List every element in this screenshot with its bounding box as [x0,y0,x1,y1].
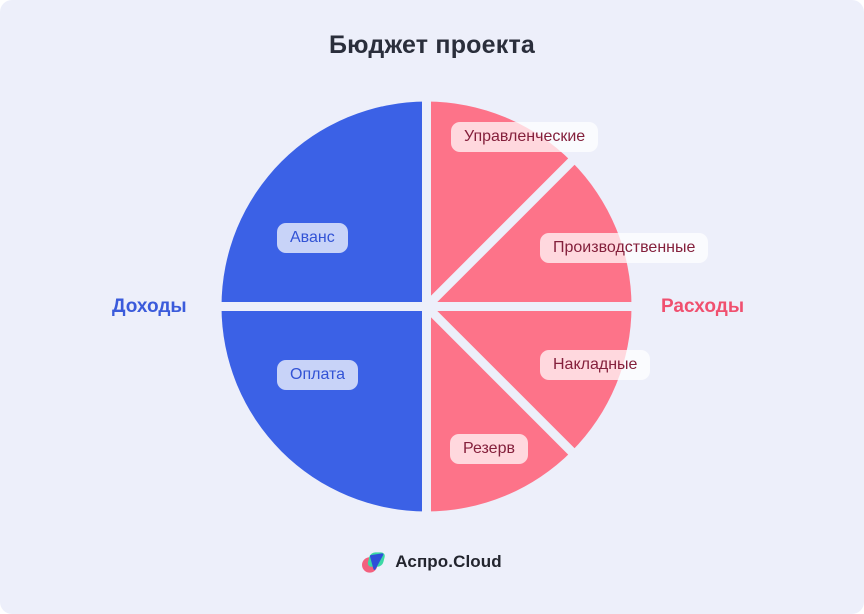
pie-chart [217,97,636,516]
pie-separator [423,303,578,458]
income-group-label: Доходы [112,296,187,317]
pie-segment-Аванс[interactable] [221,101,427,307]
pie-separator [423,155,578,310]
logo[interactable]: Аспро.Cloud [0,551,864,573]
segment-label-rezerv: Резерв [450,434,528,464]
pie-segment-Оплата[interactable] [221,306,427,512]
segment-label-avans: Аванс [277,223,348,253]
aspro-cloud-logo-icon [362,552,385,573]
segment-label-upravlencheskie: Управленческие [451,122,599,152]
pie-segment-Производственные[interactable] [426,161,632,307]
expense-group-label: Расходы [661,296,745,317]
segment-label-proizvodstvennye: Производственные [540,233,709,263]
pie-segment-Управленческие[interactable] [426,101,572,307]
segment-label-nakladnye: Накладные [540,350,651,380]
page-title: Бюджет проекта [328,31,536,59]
segment-label-oplata: Оплата [277,360,359,390]
pie-segment-Накладные[interactable] [426,306,632,452]
logo-text: Аспро.Cloud [395,552,502,571]
